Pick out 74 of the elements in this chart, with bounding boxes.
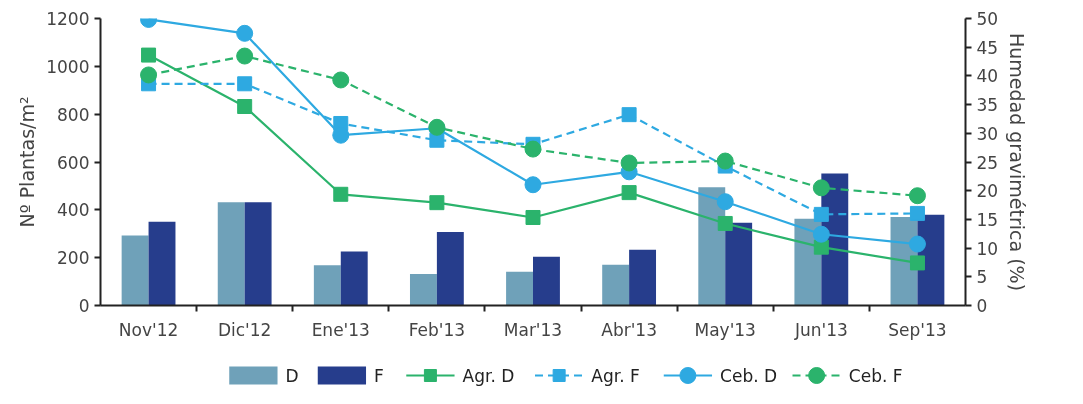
point [909,205,925,221]
y2-tick-label: 40 [976,66,999,87]
bar [244,202,272,306]
point [716,152,734,170]
point [333,186,349,202]
x-tick-label: Jun'13 [793,319,848,340]
point [429,195,445,211]
point [620,154,638,172]
legend-label: Agr. F [591,365,640,386]
point [909,255,925,271]
y2-tick-label: 25 [976,152,999,173]
y2-tick-label: 35 [976,95,999,116]
legend-label: F [374,365,384,386]
y-tick-label: 1000 [46,56,90,77]
x-tick-label: Sep'13 [888,319,947,340]
y2-tick-label: 20 [976,181,999,202]
legend-label: Agr. D [462,365,515,386]
point [237,76,253,92]
legend-label: Ceb. F [848,365,903,386]
y-axis-title: Nº Plantas/m² [16,96,39,228]
y2-tick-label: 10 [976,238,999,259]
legend-label: Ceb. D [720,365,778,386]
bar [148,221,176,306]
bar [409,273,437,306]
point [812,225,830,243]
y2-axis-title: Humedad gravimétrica (%) [1006,32,1029,292]
y-tick-label: 400 [57,200,90,221]
bar [436,232,464,306]
point [236,47,254,65]
point [813,206,829,222]
point [140,66,158,84]
legend-label: D [285,365,299,386]
point [812,179,830,197]
x-tick-label: Feb'13 [408,319,466,340]
point [717,215,733,231]
y2-tick-label: 5 [976,267,988,288]
bar [698,187,726,306]
point [621,185,637,201]
y2-tick-label: 30 [976,123,999,144]
bar [533,256,560,306]
y-tick-label: 800 [57,104,90,125]
bar [340,251,368,306]
bar [602,264,630,306]
y2-tick-label: 15 [976,209,999,230]
point [236,24,254,42]
y2-tick-label: 0 [976,296,988,316]
x-tick-label: May'13 [694,319,756,340]
bar [629,249,657,306]
point [716,193,734,211]
point [621,107,637,123]
y2-tick-label: 45 [976,37,999,58]
x-tick-label: Abr'13 [601,319,657,340]
y-tick-label: 0 [78,296,90,316]
x-tick-label: Mar'13 [503,319,563,340]
bar [313,265,341,306]
bar [217,202,245,306]
point [524,176,542,194]
x-tick-label: Dic'12 [217,319,272,340]
bar [121,235,149,306]
point [237,99,253,115]
point [908,235,926,253]
y-tick-label: 1200 [46,9,90,29]
y-tick-label: 200 [57,248,90,269]
y-tick-label: 600 [57,152,90,173]
point [908,187,926,205]
point [141,47,157,63]
y2-tick-label: 50 [976,9,999,29]
bar [725,222,753,306]
bar [506,271,533,306]
x-tick-label: Ene'13 [311,319,370,340]
point [525,209,541,225]
point [332,71,350,89]
x-tick-label: Nov'12 [118,319,179,340]
point [524,140,542,158]
